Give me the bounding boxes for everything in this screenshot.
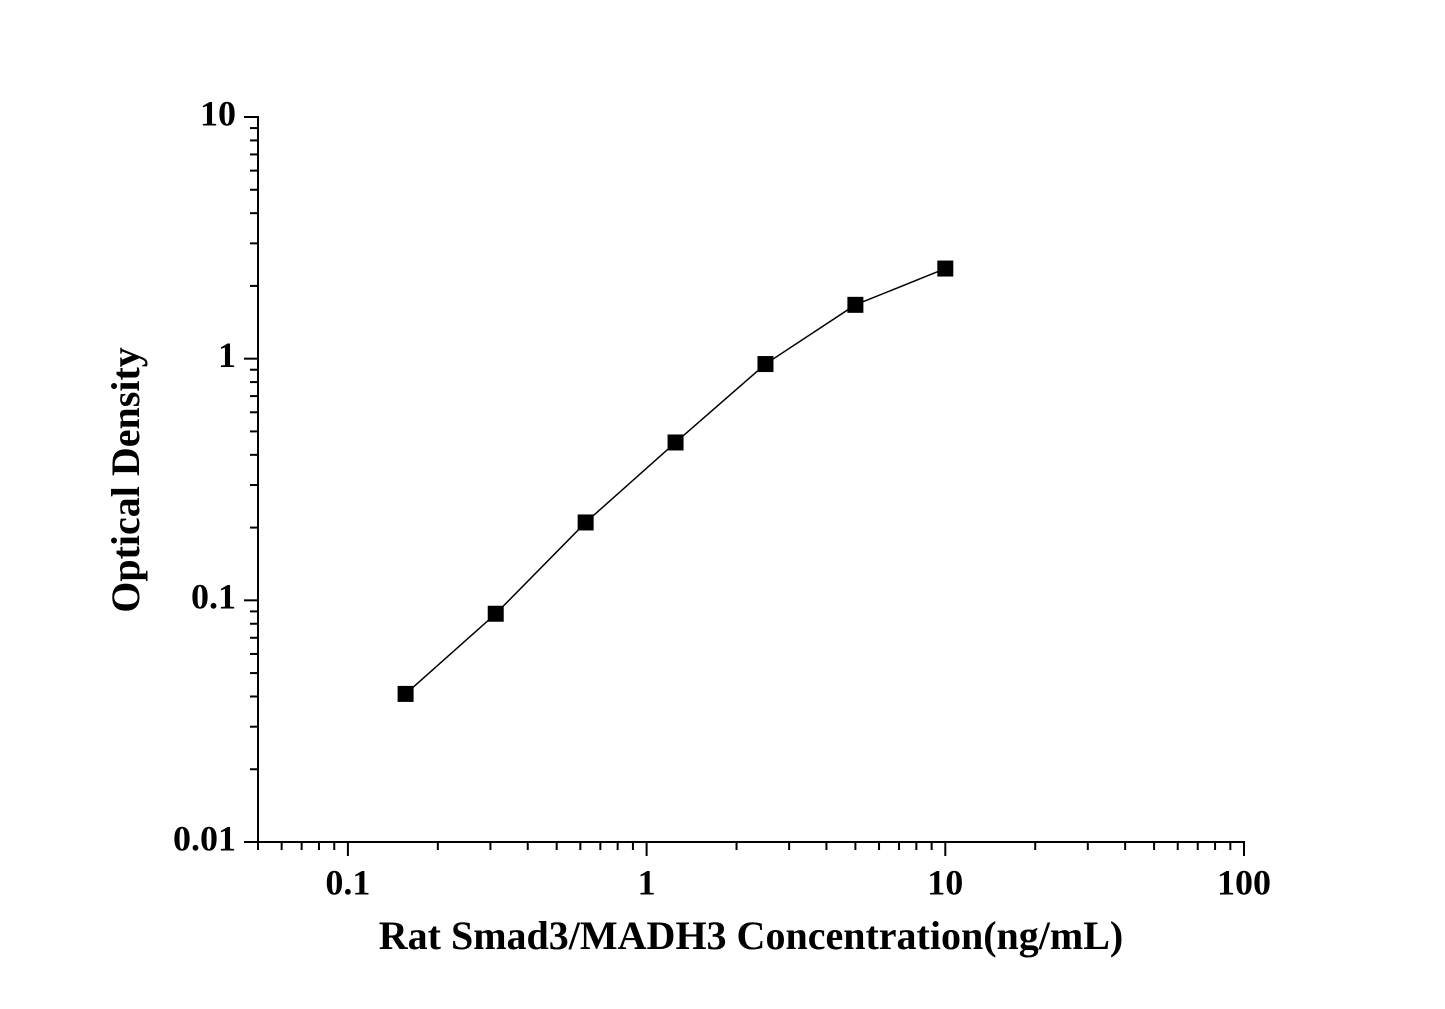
data-point — [937, 260, 954, 277]
y-tick-label: 0.1 — [191, 577, 236, 617]
x-tick-label: 10 — [927, 862, 963, 902]
x-tick-label: 0.1 — [325, 862, 370, 902]
x-axis-title: Rat Smad3/MADH3 Concentration(ng/mL) — [379, 913, 1123, 958]
y-tick-label: 0.01 — [173, 818, 236, 858]
data-point — [847, 296, 864, 313]
data-line — [405, 267, 946, 695]
data-point — [757, 356, 774, 373]
y-axis-title: Optical Density — [103, 347, 148, 613]
y-tick-label: 1 — [218, 335, 236, 375]
data-point — [397, 685, 414, 702]
x-tick-label: 100 — [1217, 862, 1271, 902]
data-point — [667, 434, 684, 451]
data-point — [487, 605, 504, 622]
x-tick-label: 1 — [638, 862, 656, 902]
y-tick-label: 10 — [200, 93, 236, 133]
data-point — [577, 514, 594, 531]
